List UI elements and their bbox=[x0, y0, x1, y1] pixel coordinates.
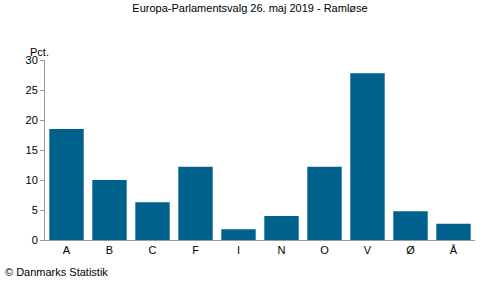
svg-text:V: V bbox=[364, 244, 372, 256]
svg-text:B: B bbox=[106, 244, 113, 256]
svg-text:Pct.: Pct. bbox=[30, 46, 49, 58]
svg-text:A: A bbox=[63, 244, 71, 256]
svg-text:0: 0 bbox=[32, 234, 38, 246]
svg-text:© Danmarks Statistik: © Danmarks Statistik bbox=[5, 266, 108, 278]
svg-text:30: 30 bbox=[26, 54, 38, 66]
svg-text:Å: Å bbox=[450, 244, 458, 256]
svg-text:O: O bbox=[320, 244, 329, 256]
svg-text:25: 25 bbox=[26, 84, 38, 96]
svg-text:I: I bbox=[237, 244, 240, 256]
svg-text:5: 5 bbox=[32, 204, 38, 216]
svg-text:10: 10 bbox=[26, 174, 38, 186]
svg-text:Ø: Ø bbox=[406, 244, 415, 256]
svg-text:20: 20 bbox=[26, 114, 38, 126]
svg-text:Europa-Parlamentsvalg 26. maj: Europa-Parlamentsvalg 26. maj 2019 - Ram… bbox=[132, 2, 367, 14]
svg-text:N: N bbox=[278, 244, 286, 256]
svg-text:C: C bbox=[149, 244, 157, 256]
svg-text:15: 15 bbox=[26, 144, 38, 156]
svg-text:F: F bbox=[192, 244, 199, 256]
